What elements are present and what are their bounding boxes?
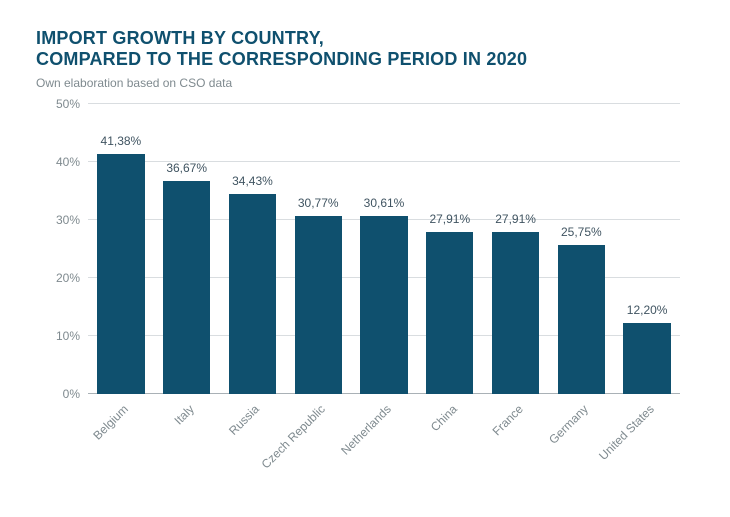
chart-title-line2: COMPARED TO THE CORRESPONDING PERIOD IN … [36, 49, 700, 70]
bar [97, 154, 144, 394]
bar-value-label: 27,91% [495, 212, 536, 226]
x-axis-label: Germany [546, 402, 591, 447]
bar-slot: 36,67% [154, 161, 220, 394]
x-label-slot: Belgium [88, 394, 154, 484]
bar-slot: 12,20% [614, 303, 680, 394]
bar-slot: 41,38% [88, 134, 154, 394]
bar [163, 181, 210, 394]
bar [623, 323, 670, 394]
x-axis-labels: Belgium Italy Russia Czech RepublicNetherla… [88, 394, 680, 484]
plot-area: 41,38% 36,67% 34,43% 30,77% 30,61% 27,91% 27,9… [88, 104, 680, 394]
x-axis-label: China [428, 402, 460, 434]
bar-value-label: 30,77% [298, 196, 339, 210]
bar-value-label: 27,91% [429, 212, 470, 226]
y-tick-label: 0% [36, 387, 80, 401]
bar [229, 194, 276, 394]
bar-value-label: 25,75% [561, 225, 602, 239]
bar-slot: 30,77% [285, 196, 351, 394]
y-tick-label: 10% [36, 329, 80, 343]
bar-value-label: 41,38% [101, 134, 142, 148]
x-label-slot: France [483, 394, 549, 484]
bar-slot: 30,61% [351, 196, 417, 394]
bar-slot: 34,43% [220, 174, 286, 394]
x-label-slot: China [417, 394, 483, 484]
bar [426, 232, 473, 394]
x-axis-label: Italy [171, 402, 196, 427]
y-tick-label: 40% [36, 155, 80, 169]
bar-value-label: 34,43% [232, 174, 273, 188]
bar [558, 245, 605, 394]
bars-group: 41,38% 36,67% 34,43% 30,77% 30,61% 27,91% 27,9… [88, 104, 680, 394]
chart-title-line1: IMPORT GROWTH BY COUNTRY, [36, 28, 700, 49]
x-axis-label: Russia [227, 402, 263, 438]
bar-slot: 25,75% [548, 225, 614, 394]
x-label-slot: Germany [548, 394, 614, 484]
chart-container: IMPORT GROWTH BY COUNTRY, COMPARED TO TH… [0, 0, 730, 517]
y-axis-ticks: 0%10%20%30%40%50% [36, 104, 88, 394]
bar-slot: 27,91% [417, 212, 483, 394]
y-tick-label: 50% [36, 97, 80, 111]
x-label-slot: Netherlands [351, 394, 417, 484]
bar [492, 232, 539, 394]
bar [360, 216, 407, 394]
y-tick-label: 30% [36, 213, 80, 227]
bar-value-label: 36,67% [166, 161, 207, 175]
bar-value-label: 30,61% [364, 196, 405, 210]
x-label-slot: Italy [154, 394, 220, 484]
x-label-slot: United States [614, 394, 680, 484]
bar-value-label: 12,20% [627, 303, 668, 317]
x-label-slot: Czech Republic [285, 394, 351, 484]
bar [295, 216, 342, 394]
x-axis-label: Belgium [90, 402, 131, 443]
y-tick-label: 20% [36, 271, 80, 285]
x-label-slot: Russia [220, 394, 286, 484]
bar-slot: 27,91% [483, 212, 549, 394]
chart-plot: 0%10%20%30%40%50% 41,38%36,67%34,43%30,7… [36, 104, 700, 494]
x-axis-label: France [489, 402, 525, 438]
chart-subtitle: Own elaboration based on CSO data [36, 76, 700, 90]
